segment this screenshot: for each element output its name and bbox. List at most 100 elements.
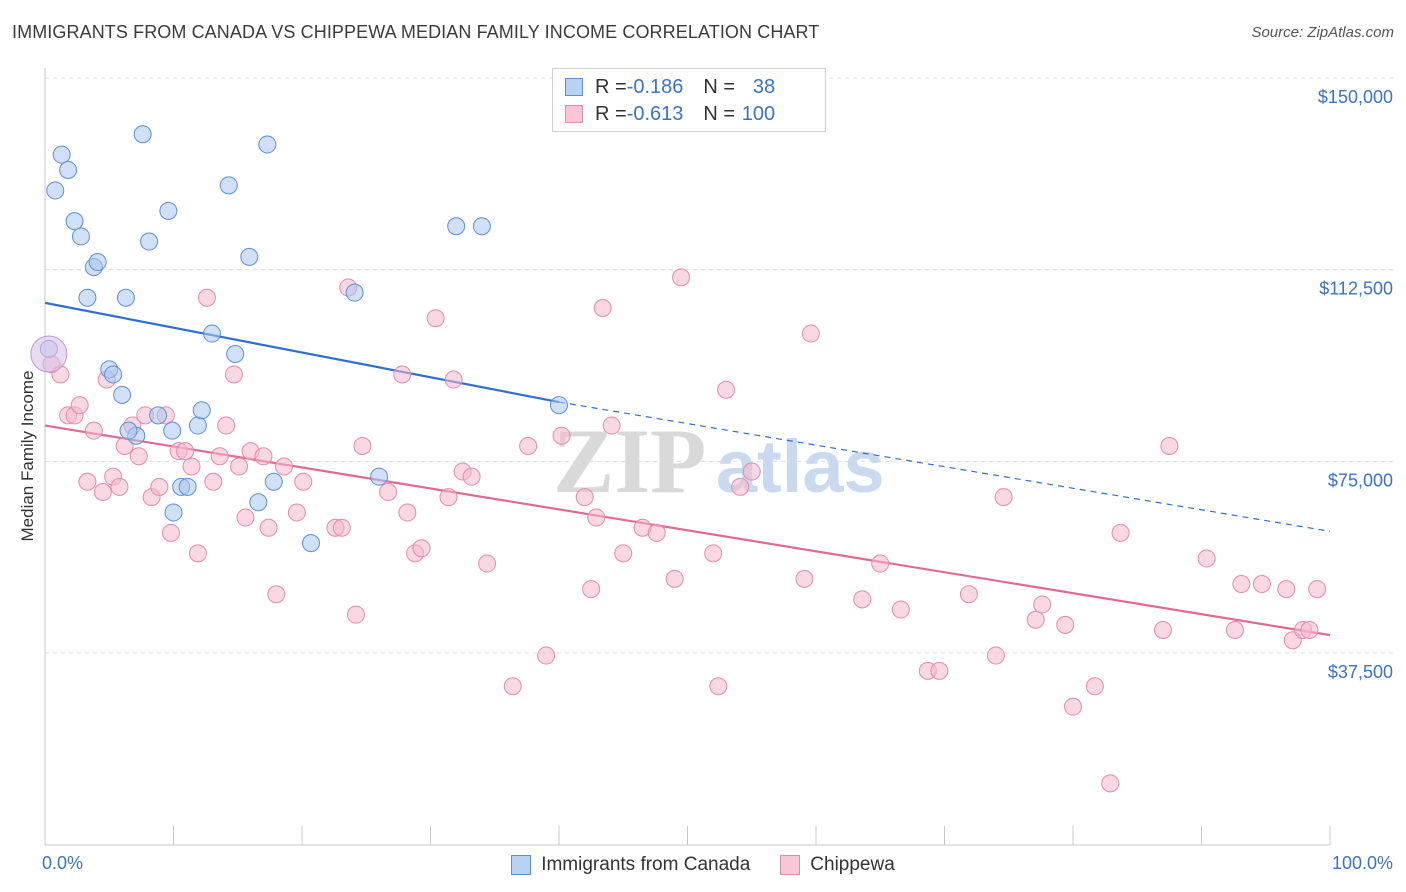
canada-point xyxy=(163,421,182,440)
chippewa-point xyxy=(1085,677,1104,696)
n-label: N = xyxy=(703,75,736,98)
chippewa-point xyxy=(587,508,606,527)
chippewa-point xyxy=(393,365,412,384)
chippewa-point xyxy=(78,472,97,491)
canada-point xyxy=(133,125,152,144)
chippewa-point xyxy=(412,539,431,558)
chippewa-point xyxy=(462,467,481,486)
overlap-point xyxy=(30,335,68,373)
chippewa-point xyxy=(444,370,463,389)
axes xyxy=(44,68,1330,846)
n-value: 100 xyxy=(741,102,776,125)
chippewa-point xyxy=(93,483,112,501)
canada-point xyxy=(113,385,132,404)
chippewa-point xyxy=(110,477,129,496)
chippewa-point xyxy=(294,472,313,491)
chippewa-point xyxy=(1197,549,1216,568)
chippewa-point xyxy=(70,396,89,415)
chippewa-point xyxy=(217,416,236,435)
chippewa-point xyxy=(353,437,372,455)
chippewa-point xyxy=(426,309,445,328)
chippewa-point xyxy=(259,518,278,537)
chippewa-point xyxy=(254,447,273,466)
canada-point xyxy=(78,288,97,307)
chippewa-point xyxy=(1033,595,1052,614)
chippewa-point xyxy=(1056,615,1075,634)
chippewa-point xyxy=(161,523,180,542)
chippewa-point xyxy=(614,544,633,563)
chippewa-point xyxy=(986,646,1005,665)
chippewa-point xyxy=(709,677,728,696)
chippewa-point xyxy=(287,503,306,522)
chippewa-point xyxy=(930,661,949,680)
chippewa-point xyxy=(1101,774,1120,793)
legend-label-chippewa: Chippewa xyxy=(810,854,895,875)
x-tick-label: 100.0% xyxy=(1332,853,1393,873)
stats-row-canada: R = -0.186 N = 38 xyxy=(565,74,775,100)
chippewa-point xyxy=(1160,437,1179,455)
chippewa-point xyxy=(224,365,243,384)
chart-legend: Immigrants from Canada Chippewa xyxy=(0,852,1406,878)
chippewa-point xyxy=(275,457,294,476)
r-label: R = xyxy=(595,102,627,125)
canada-point xyxy=(59,161,78,179)
chart-source: Source: ZipAtlas.com xyxy=(1251,24,1394,41)
chippewa-point xyxy=(379,483,398,501)
y-tick-label: $37,500 xyxy=(1328,662,1393,682)
chippewa-point xyxy=(346,605,365,624)
chippewa-point xyxy=(871,554,890,573)
chippewa-point xyxy=(959,585,978,604)
chippewa-point xyxy=(182,457,201,476)
chippewa-point xyxy=(1064,697,1082,716)
chippewa-point xyxy=(801,324,820,343)
chippewa-point xyxy=(236,508,255,527)
chippewa-point xyxy=(519,437,538,455)
chippewa-point xyxy=(742,462,761,481)
chippewa-point xyxy=(478,554,497,573)
canada-point xyxy=(178,477,197,496)
r-value: -0.186 xyxy=(626,75,684,98)
chippewa-point xyxy=(1277,580,1296,599)
chippewa-point xyxy=(439,488,458,507)
canada-point xyxy=(116,288,135,307)
chippewa-point xyxy=(188,544,207,563)
correlation-stats-box: R = -0.186 N = 38 R = -0.613 N = 100 xyxy=(552,68,826,132)
stats-row-chippewa: R = -0.613 N = 100 xyxy=(565,101,775,127)
chippewa-point xyxy=(1232,575,1251,593)
chippewa-point xyxy=(582,580,601,599)
chippewa-point xyxy=(575,488,594,507)
legend-item-chippewa: Chippewa xyxy=(780,854,895,876)
chippewa-legend-icon xyxy=(780,855,801,875)
chippewa-point xyxy=(267,585,286,604)
chippewa-point xyxy=(552,426,571,445)
canada-point xyxy=(88,253,107,271)
tick-labels: $37,500 $75,000 $112,500 $150,000 0.0% 100.0% xyxy=(42,87,1393,873)
n-value: 38 xyxy=(752,75,776,98)
chippewa-point xyxy=(994,488,1013,507)
canada-point xyxy=(188,416,207,435)
y-tick-label: $150,000 xyxy=(1318,87,1393,107)
chippewa-point xyxy=(1308,580,1327,599)
y-axis-label: Median Family Income xyxy=(18,370,37,541)
chippewa-point xyxy=(129,447,148,466)
canada-point xyxy=(219,176,238,195)
chippewa-point xyxy=(150,477,169,496)
chippewa-point xyxy=(665,569,684,588)
chippewa-point xyxy=(717,380,736,399)
trend-line xyxy=(44,301,560,404)
canada-point xyxy=(104,365,123,384)
canada-swatch-icon xyxy=(565,78,583,96)
legend-item-canada: Immigrants from Canada xyxy=(511,854,750,876)
canada-point xyxy=(71,227,90,246)
chippewa-point xyxy=(84,421,103,440)
canada-point xyxy=(46,181,65,200)
legend-label-canada: Immigrants from Canada xyxy=(541,854,751,875)
canada-point xyxy=(447,217,466,236)
canada-point xyxy=(249,493,268,512)
chippewa-point xyxy=(1026,610,1045,629)
canada-legend-icon xyxy=(511,855,532,875)
chippewa-point xyxy=(853,590,872,609)
chippewa-point xyxy=(537,646,556,665)
canada-point xyxy=(370,467,389,486)
